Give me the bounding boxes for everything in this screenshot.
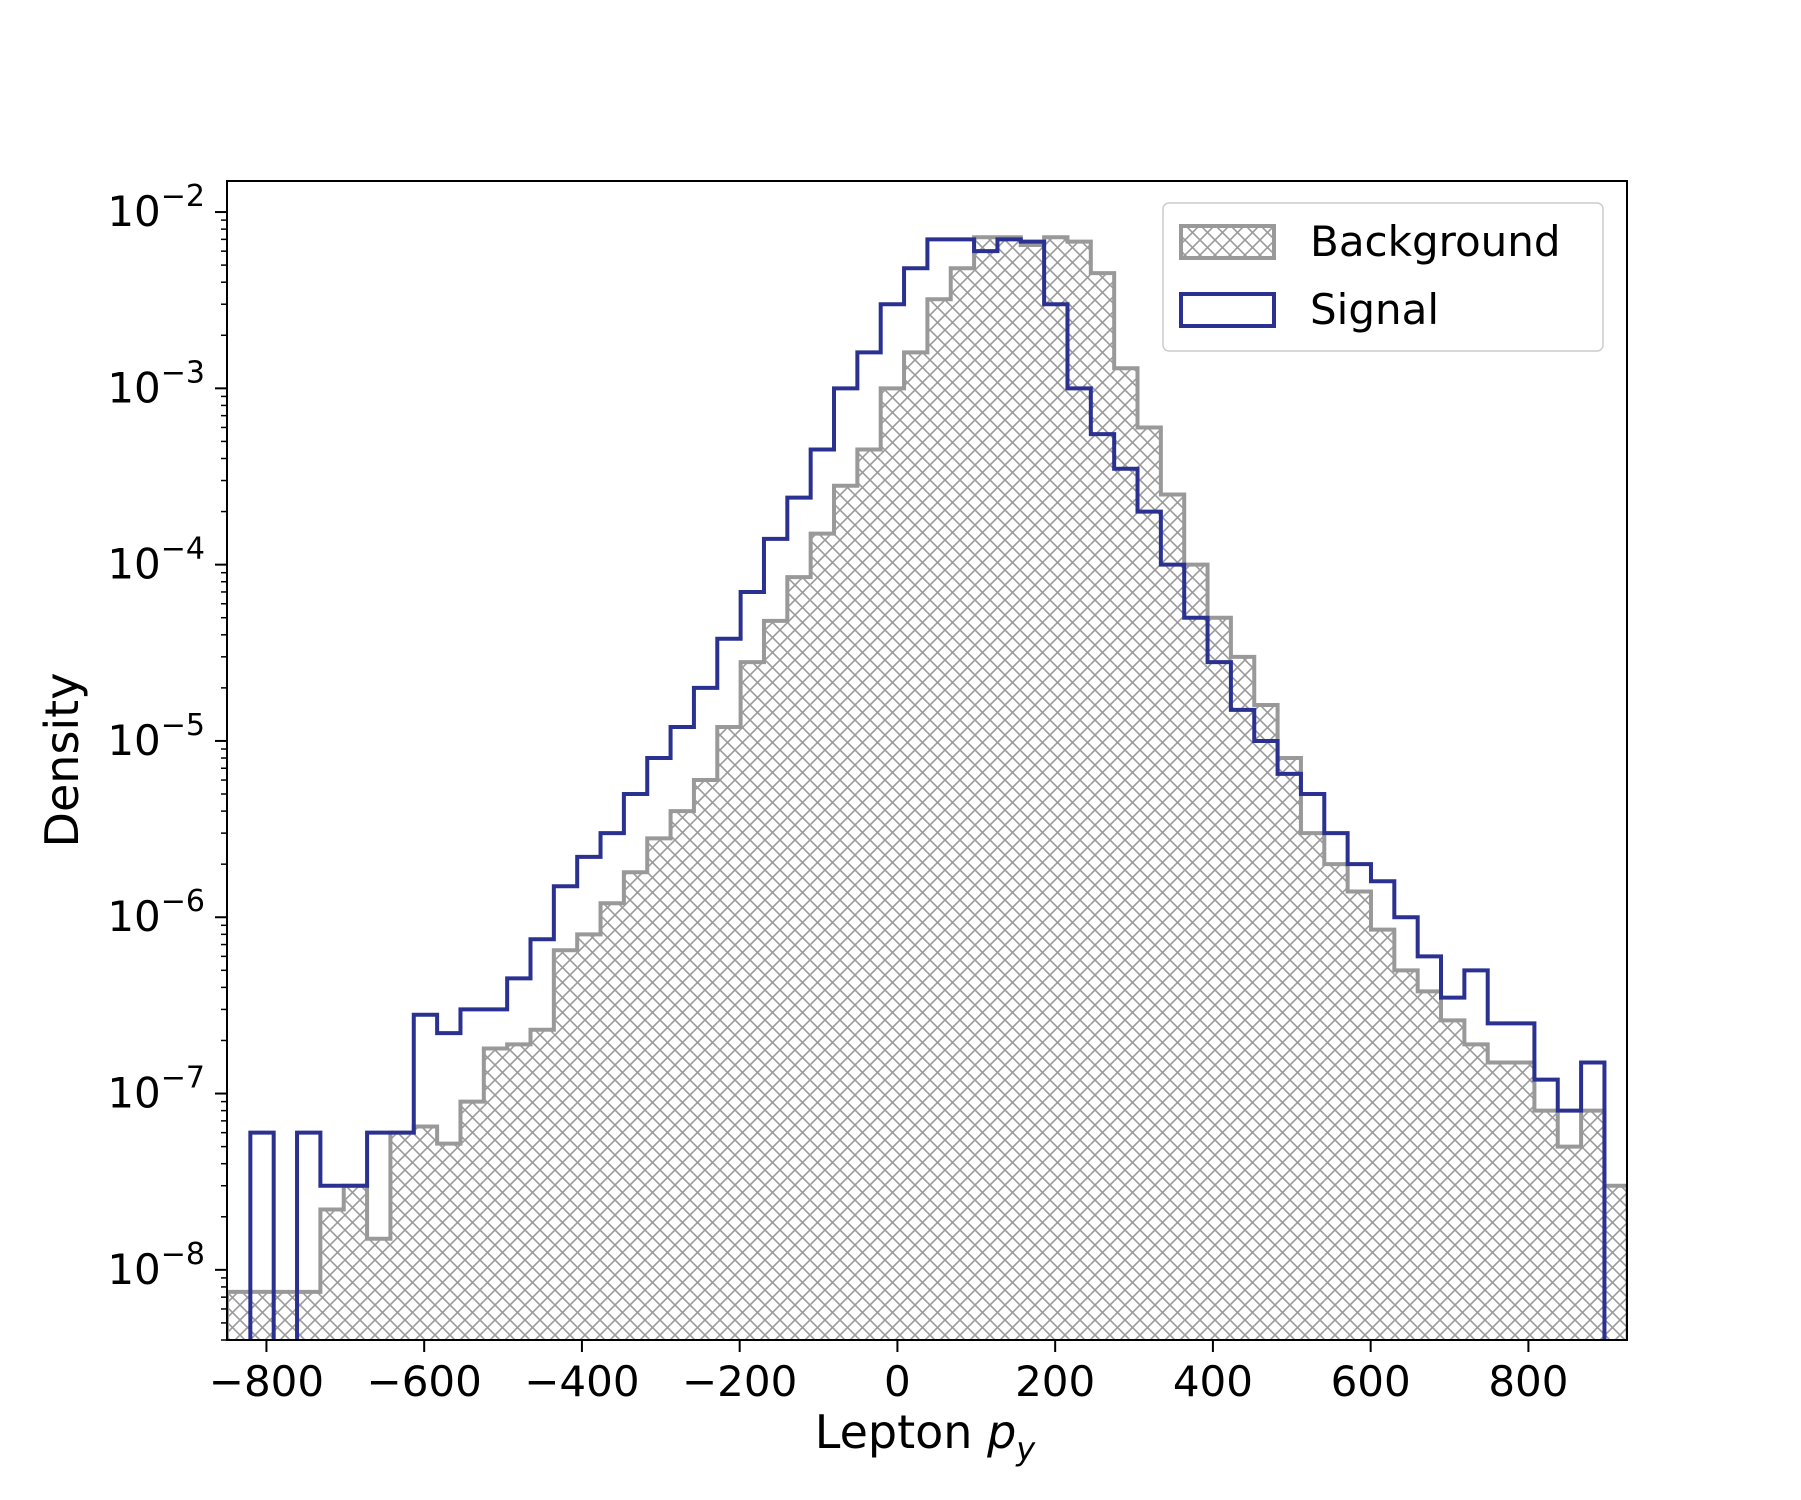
background-bar xyxy=(367,1238,391,1340)
plot-frame xyxy=(226,180,1628,1341)
background-bar xyxy=(1417,991,1442,1340)
background-bar xyxy=(437,1143,461,1340)
background-bar xyxy=(1230,656,1255,1340)
background-bar xyxy=(553,950,578,1340)
y-tick-label: 10−5 xyxy=(107,708,205,765)
legend-label-signal: Signal xyxy=(1310,285,1439,334)
background-bar xyxy=(787,577,811,1340)
background-bar xyxy=(1370,929,1395,1340)
background-bar xyxy=(600,903,624,1340)
background-bar xyxy=(857,449,881,1340)
background-bar xyxy=(647,838,671,1340)
y-tick-label: 10−6 xyxy=(107,884,205,941)
y-tick-label: 10−7 xyxy=(107,1061,205,1118)
signal-step-line xyxy=(248,237,1627,1340)
x-tick-label: −600 xyxy=(367,1357,482,1406)
y-tick-label: 10−8 xyxy=(107,1237,205,1294)
background-bar xyxy=(763,620,788,1340)
background-bar xyxy=(927,299,951,1340)
background-bar xyxy=(1604,1185,1627,1340)
background-bar xyxy=(1487,1062,1512,1340)
background-bar xyxy=(1394,970,1418,1340)
background-bar xyxy=(507,1044,531,1340)
background-bar xyxy=(297,1291,321,1340)
background-bar xyxy=(1557,1146,1582,1340)
background-bar xyxy=(1347,891,1371,1340)
y-axis-title: Density xyxy=(35,673,89,848)
background-bar xyxy=(1628,1209,1651,1360)
y-tick-label: 10−3 xyxy=(107,355,205,412)
background-bar xyxy=(530,1029,554,1340)
background-bar xyxy=(1768,1186,1791,1360)
background-bar xyxy=(1324,864,1348,1340)
background-bar xyxy=(670,811,694,1340)
background-bar xyxy=(1651,1239,1674,1360)
y-tick-label: 10−4 xyxy=(107,532,205,589)
x-tick-label: 0 xyxy=(884,1357,911,1406)
background-bar xyxy=(413,1126,438,1340)
background-bar xyxy=(1441,1020,1465,1340)
background-bar xyxy=(623,872,648,1340)
background-bar xyxy=(483,1048,508,1340)
background-bar xyxy=(1020,245,1045,1340)
background-bar xyxy=(1184,564,1208,1340)
background-bar xyxy=(950,268,975,1340)
background-bar xyxy=(1721,1340,1744,1360)
background-bar xyxy=(880,388,905,1340)
x-tick-label: 200 xyxy=(1015,1357,1095,1406)
plot-area xyxy=(227,235,1791,1360)
background-bar xyxy=(1207,617,1231,1340)
background-bar xyxy=(460,1101,484,1340)
y-tick-label: 10−2 xyxy=(107,179,205,236)
background-series xyxy=(227,235,1791,1360)
background-bar xyxy=(1534,1110,1558,1340)
legend-swatch-signal xyxy=(1179,292,1276,328)
background-bar xyxy=(834,485,858,1340)
background-bar xyxy=(1160,494,1185,1340)
background-bar xyxy=(740,662,764,1340)
background-bar xyxy=(1044,237,1068,1340)
background-bar xyxy=(1137,427,1161,1340)
background-bar xyxy=(1745,1292,1768,1360)
x-tick-label: 600 xyxy=(1331,1357,1411,1406)
background-bar xyxy=(997,237,1021,1340)
background-bar xyxy=(1581,1110,1605,1340)
background-bar xyxy=(1277,758,1301,1340)
y-axis: 10−8 10−7 10−6 10−5 10−4 10−3 10−2 xyxy=(107,179,227,1341)
x-tick-label: −200 xyxy=(682,1357,797,1406)
background-bar xyxy=(273,1291,298,1340)
x-tick-label: 800 xyxy=(1488,1357,1568,1406)
background-bar xyxy=(1254,704,1278,1340)
legend: Background Signal xyxy=(1162,202,1604,352)
background-bar xyxy=(343,1185,368,1340)
x-axis-title: Lepton py xyxy=(815,1405,1036,1468)
background-bar xyxy=(717,726,741,1340)
background-bar xyxy=(974,237,998,1340)
background-bar xyxy=(227,1291,251,1340)
background-bar xyxy=(1114,368,1138,1340)
background-bar xyxy=(1300,833,1325,1340)
legend-swatch-background-hatch xyxy=(1179,224,1276,260)
background-bar xyxy=(390,1132,414,1340)
background-bar xyxy=(1511,1062,1535,1340)
legend-label-background: Background xyxy=(1310,217,1561,266)
background-bar xyxy=(904,352,928,1340)
signal-series xyxy=(248,237,1627,1340)
background-bar xyxy=(1674,1292,1697,1360)
background-bar xyxy=(320,1209,344,1340)
background-bar xyxy=(1698,1292,1721,1360)
background-bar xyxy=(577,934,601,1340)
background-bar xyxy=(693,780,718,1340)
background-bar xyxy=(250,1291,274,1340)
x-tick-label: −800 xyxy=(209,1357,324,1406)
background-bar xyxy=(1090,273,1115,1340)
x-tick-label: −400 xyxy=(524,1357,639,1406)
x-tick-label: 400 xyxy=(1173,1357,1253,1406)
background-bar xyxy=(1067,241,1091,1340)
background-bar xyxy=(1464,1044,1488,1340)
background-bar xyxy=(810,533,835,1340)
x-axis: −800 −600 −400 −200 0 200 400 600 800 xyxy=(209,1340,1568,1406)
